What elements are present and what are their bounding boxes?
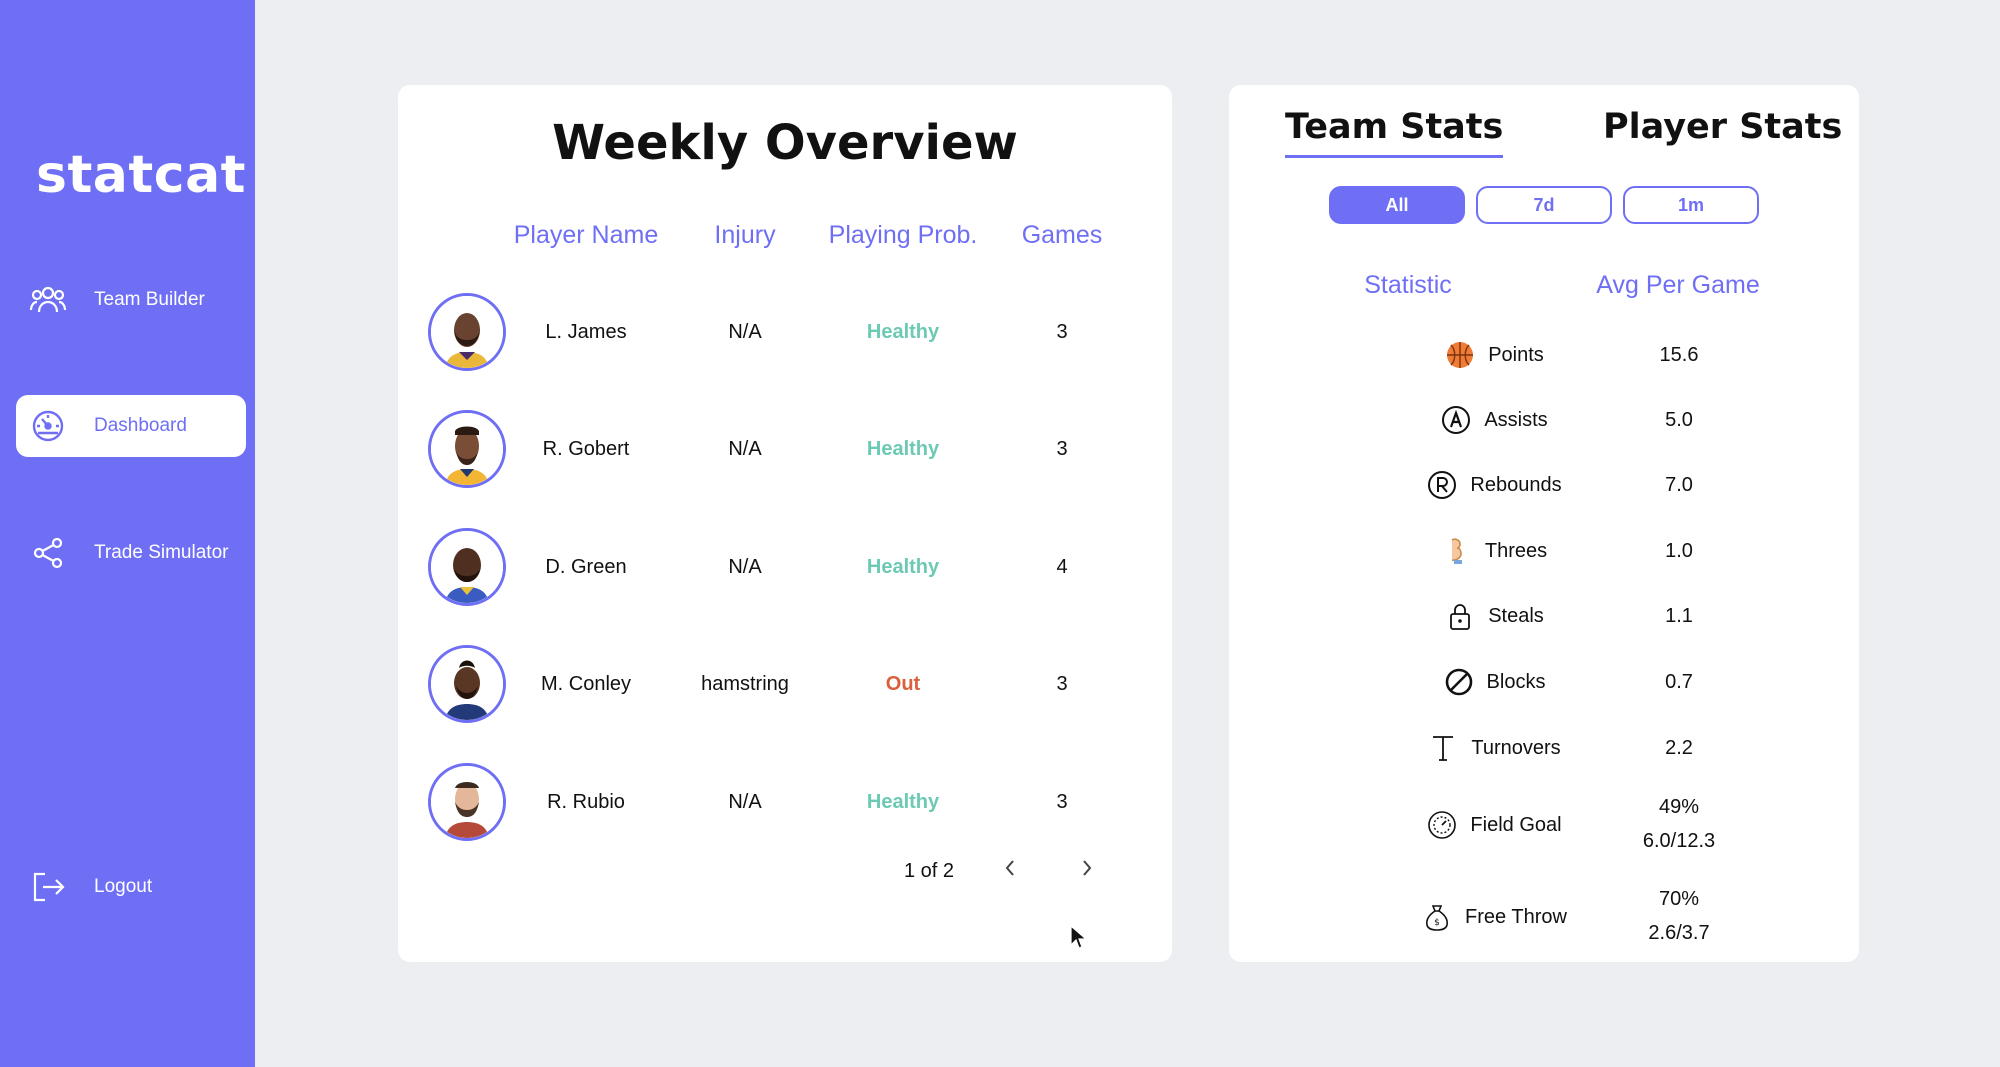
player-name: D. Green <box>545 556 627 578</box>
avatar <box>428 645 506 723</box>
games-count: 4 <box>1056 556 1068 578</box>
player-name: R. Gobert <box>542 438 630 460</box>
avatar <box>428 763 506 841</box>
sidebar-item-trade-simulator[interactable]: Trade Simulator <box>16 522 246 584</box>
range-7d-button[interactable]: 7d <box>1476 186 1612 224</box>
status-badge: Out <box>885 673 921 695</box>
status-badge: Healthy <box>866 791 940 813</box>
injury: N/A <box>728 791 762 813</box>
stat-value: 2.2 <box>1665 737 1693 759</box>
games-count: 3 <box>1056 438 1068 460</box>
avatar <box>428 293 506 371</box>
injury: N/A <box>728 321 762 343</box>
assists-icon <box>1440 404 1472 436</box>
page-title: Weekly Overview <box>552 115 1018 171</box>
games-count: 3 <box>1056 321 1068 343</box>
stat-value: 0.7 <box>1665 671 1693 693</box>
three-icon <box>1441 535 1473 567</box>
rebounds-icon <box>1426 469 1458 501</box>
injury: N/A <box>728 556 762 578</box>
sidebar-item-dashboard[interactable]: Dashboard <box>16 395 246 457</box>
status-badge: Healthy <box>866 556 940 578</box>
column-header-player-name: Player Name <box>513 221 659 249</box>
svg-text:$: $ <box>1434 918 1440 928</box>
table-row[interactable]: R. Gobert N/A Healthy 3 <box>398 410 1172 490</box>
users-icon <box>28 280 68 320</box>
gauge-icon <box>28 406 68 446</box>
chevron-left-icon <box>1005 860 1014 876</box>
sidebar-item-team-builder[interactable]: Team Builder <box>16 269 246 331</box>
logout-icon <box>28 867 68 907</box>
column-header-statistic: Statistic <box>1364 271 1452 299</box>
chevron-right-icon <box>1083 860 1092 876</box>
player-name: L. James <box>545 321 627 343</box>
sidebar: statcat Team Builder Dashboard Trad <box>0 0 255 1067</box>
sidebar-item-label: Trade Simulator <box>94 542 229 563</box>
app-logo: statcat <box>36 145 247 205</box>
table-row[interactable]: L. James N/A Healthy 3 <box>398 293 1172 373</box>
stat-value: 70% 2.6/3.7 <box>1648 888 1710 944</box>
logout-label: Logout <box>94 876 153 897</box>
cursor-icon <box>1070 924 1088 956</box>
prev-page-button[interactable] <box>995 853 1025 883</box>
page-indicator: 1 of 2 <box>904 860 955 882</box>
fieldgoal-icon <box>1426 809 1458 841</box>
weekly-overview-card: Weekly Overview Player Name Injury Playi… <box>398 85 1172 962</box>
table-row[interactable]: D. Green N/A Healthy 4 <box>398 528 1172 608</box>
injury: N/A <box>728 438 762 460</box>
block-icon <box>1443 666 1475 698</box>
stat-value: 5.0 <box>1665 409 1693 431</box>
stat-value: 15.6 <box>1659 344 1699 366</box>
stat-value: 1.1 <box>1665 605 1693 627</box>
avatar <box>428 528 506 606</box>
range-1m-button[interactable]: 1m <box>1623 186 1759 224</box>
moneybag-icon: $ <box>1421 901 1453 933</box>
column-header-games: Games <box>1021 221 1103 249</box>
stat-value: 7.0 <box>1665 474 1693 496</box>
column-header-playing-prob: Playing Prob. <box>828 221 978 249</box>
next-page-button[interactable] <box>1072 853 1102 883</box>
stat-value: 49% 6.0/12.3 <box>1642 796 1716 852</box>
games-count: 3 <box>1056 791 1068 813</box>
tab-player-stats[interactable]: Player Stats <box>1603 107 1843 147</box>
sidebar-item-label: Team Builder <box>94 289 205 310</box>
column-header-injury: Injury <box>714 221 776 249</box>
injury: hamstring <box>701 673 789 695</box>
status-badge: Healthy <box>866 438 940 460</box>
player-name: R. Rubio <box>547 791 625 813</box>
avatar <box>428 410 506 488</box>
stats-card: Team Stats Player Stats All 7d 1m Statis… <box>1229 85 1859 962</box>
range-all-button[interactable]: All <box>1329 186 1465 224</box>
games-count: 3 <box>1056 673 1068 695</box>
player-name: M. Conley <box>540 673 632 695</box>
lock-icon <box>1444 600 1476 632</box>
sidebar-item-label: Dashboard <box>94 415 187 436</box>
tab-team-stats[interactable]: Team Stats <box>1285 107 1504 158</box>
logout-button[interactable]: Logout <box>16 856 246 918</box>
column-header-avg-per-game: Avg Per Game <box>1596 271 1760 299</box>
table-row[interactable]: M. Conley hamstring Out 3 <box>398 645 1172 725</box>
basketball-icon <box>1444 339 1476 371</box>
status-badge: Healthy <box>866 321 940 343</box>
table-row[interactable]: R. Rubio N/A Healthy 3 <box>398 763 1172 843</box>
stat-value: 1.0 <box>1665 540 1693 562</box>
turnover-icon <box>1427 732 1459 764</box>
share-icon <box>28 533 68 573</box>
